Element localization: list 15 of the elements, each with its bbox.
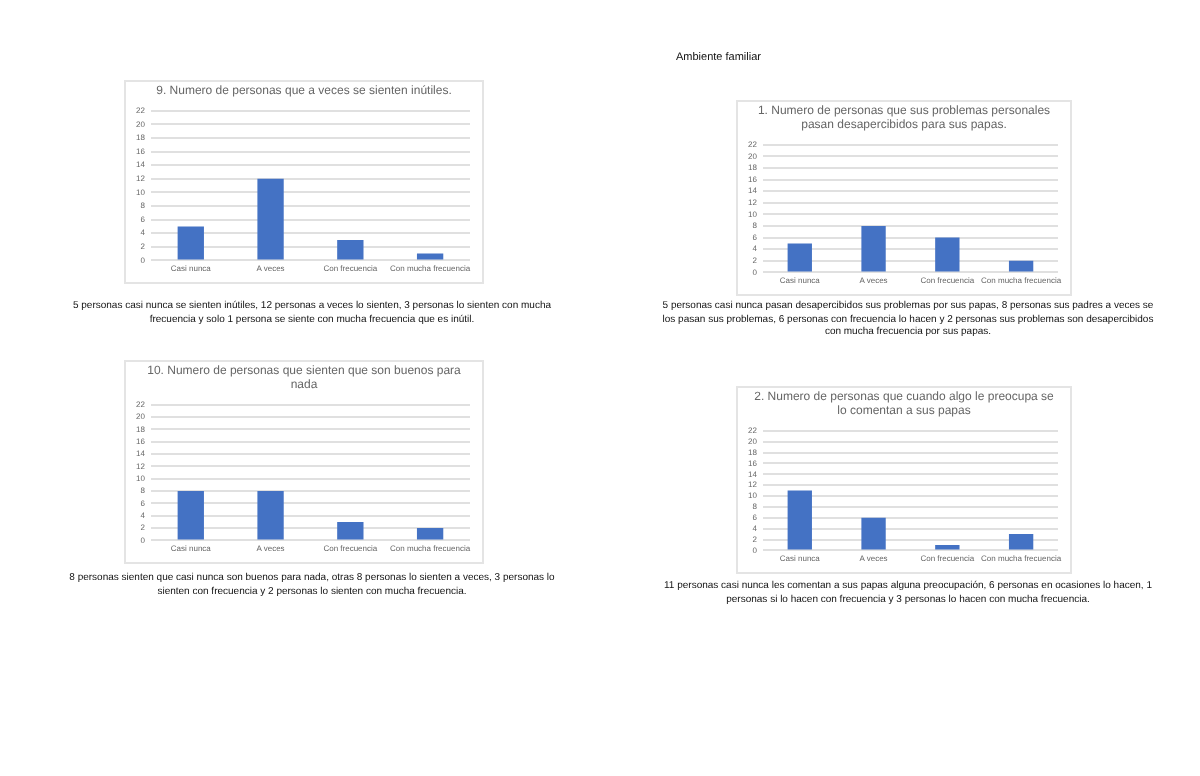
- bar: [935, 544, 960, 550]
- bar: [935, 237, 960, 272]
- bar: [337, 240, 364, 260]
- bar: [177, 491, 204, 540]
- bar: [416, 528, 444, 540]
- bar: [257, 491, 284, 540]
- bar: [787, 490, 812, 550]
- bar: [177, 226, 204, 260]
- bar: [861, 226, 886, 272]
- bar: [861, 517, 886, 550]
- bar: [1008, 260, 1034, 272]
- bar: [1008, 534, 1034, 550]
- bar: [337, 521, 364, 540]
- bar: [257, 178, 284, 260]
- bar: [787, 243, 812, 272]
